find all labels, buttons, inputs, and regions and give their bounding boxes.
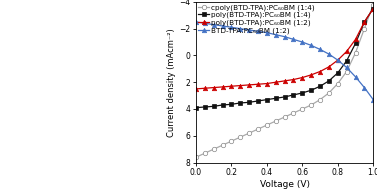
poly(BTD-TPA):PC₆₀BM (1:2): [274, 81, 278, 83]
poly(BTD-TPA):PC₆₀BM (1:2): [265, 82, 269, 85]
BTD-TPA:PC₆₀BM (1:2): [300, 41, 305, 43]
poly(BTD-TPA):PC₆₀BM (1:4): [353, 42, 358, 45]
cpoly(BTD-TPA):PC₆₀BM (1:4): [309, 104, 314, 106]
poly(BTD-TPA):PC₆₀BM (1:2): [336, 59, 340, 61]
poly(BTD-TPA):PC₆₀BM (1:4): [203, 106, 207, 108]
cpoly(BTD-TPA):PC₆₀BM (1:4): [256, 128, 260, 130]
poly(BTD-TPA):PC₆₀BM (1:2): [238, 84, 243, 87]
poly(BTD-TPA):PC₆₀BM (1:2): [194, 88, 198, 90]
poly(BTD-TPA):PC₆₀BM (1:4): [300, 92, 305, 94]
poly(BTD-TPA):PC₆₀BM (1:4): [326, 80, 331, 82]
BTD-TPA:PC₆₀BM (1:2): [309, 44, 314, 46]
BTD-TPA:PC₆₀BM (1:2): [238, 28, 243, 30]
X-axis label: Voltage (V): Voltage (V): [260, 180, 310, 189]
BTD-TPA:PC₆₀BM (1:2): [194, 21, 198, 23]
BTD-TPA:PC₆₀BM (1:2): [291, 38, 296, 40]
poly(BTD-TPA):PC₆₀BM (1:4): [318, 85, 322, 87]
BTD-TPA:PC₆₀BM (1:2): [220, 25, 225, 27]
Y-axis label: Current density (mAcm⁻²): Current density (mAcm⁻²): [167, 28, 176, 137]
poly(BTD-TPA):PC₆₀BM (1:4): [238, 102, 243, 104]
cpoly(BTD-TPA):PC₆₀BM (1:4): [203, 152, 207, 154]
BTD-TPA:PC₆₀BM (1:2): [203, 22, 207, 24]
poly(BTD-TPA):PC₆₀BM (1:2): [318, 70, 322, 73]
poly(BTD-TPA):PC₆₀BM (1:4): [282, 96, 287, 98]
BTD-TPA:PC₆₀BM (1:2): [211, 23, 216, 26]
poly(BTD-TPA):PC₆₀BM (1:4): [256, 100, 260, 102]
BTD-TPA:PC₆₀BM (1:2): [247, 29, 251, 31]
cpoly(BTD-TPA):PC₆₀BM (1:4): [300, 108, 305, 110]
poly(BTD-TPA):PC₆₀BM (1:2): [282, 80, 287, 82]
Legend: cpoly(BTD-TPA):PC₆₀BM (1:4), poly(BTD-TPA):PC₆₀BM (1:4), poly(BTD-TPA):PC₆₀BM (1: cpoly(BTD-TPA):PC₆₀BM (1:4), poly(BTD-TP…: [198, 3, 316, 34]
poly(BTD-TPA):PC₆₀BM (1:4): [265, 98, 269, 101]
poly(BTD-TPA):PC₆₀BM (1:2): [211, 86, 216, 89]
BTD-TPA:PC₆₀BM (1:2): [274, 34, 278, 36]
Line: poly(BTD-TPA):PC₆₀BM (1:4): poly(BTD-TPA):PC₆₀BM (1:4): [194, 6, 375, 110]
poly(BTD-TPA):PC₆₀BM (1:2): [203, 87, 207, 89]
BTD-TPA:PC₆₀BM (1:2): [362, 86, 366, 89]
poly(BTD-TPA):PC₆₀BM (1:4): [309, 89, 314, 91]
BTD-TPA:PC₆₀BM (1:2): [318, 48, 322, 50]
cpoly(BTD-TPA):PC₆₀BM (1:4): [362, 28, 366, 30]
cpoly(BTD-TPA):PC₆₀BM (1:4): [238, 136, 243, 138]
poly(BTD-TPA):PC₆₀BM (1:4): [229, 103, 234, 105]
poly(BTD-TPA):PC₆₀BM (1:2): [371, 7, 375, 10]
poly(BTD-TPA):PC₆₀BM (1:4): [362, 21, 366, 23]
poly(BTD-TPA):PC₆₀BM (1:4): [211, 105, 216, 108]
cpoly(BTD-TPA):PC₆₀BM (1:4): [291, 112, 296, 114]
poly(BTD-TPA):PC₆₀BM (1:2): [362, 21, 366, 23]
BTD-TPA:PC₆₀BM (1:2): [265, 32, 269, 34]
Line: BTD-TPA:PC₆₀BM (1:2): BTD-TPA:PC₆₀BM (1:2): [194, 20, 375, 102]
BTD-TPA:PC₆₀BM (1:2): [282, 36, 287, 38]
BTD-TPA:PC₆₀BM (1:2): [229, 26, 234, 29]
BTD-TPA:PC₆₀BM (1:2): [353, 76, 358, 78]
poly(BTD-TPA):PC₆₀BM (1:2): [326, 66, 331, 68]
BTD-TPA:PC₆₀BM (1:2): [345, 66, 349, 69]
poly(BTD-TPA):PC₆₀BM (1:4): [194, 107, 198, 109]
cpoly(BTD-TPA):PC₆₀BM (1:4): [345, 70, 349, 73]
poly(BTD-TPA):PC₆₀BM (1:2): [247, 84, 251, 86]
BTD-TPA:PC₆₀BM (1:2): [371, 98, 375, 101]
cpoly(BTD-TPA):PC₆₀BM (1:4): [274, 120, 278, 122]
poly(BTD-TPA):PC₆₀BM (1:2): [229, 85, 234, 87]
poly(BTD-TPA):PC₆₀BM (1:4): [291, 94, 296, 96]
poly(BTD-TPA):PC₆₀BM (1:4): [371, 7, 375, 10]
poly(BTD-TPA):PC₆₀BM (1:2): [220, 86, 225, 88]
cpoly(BTD-TPA):PC₆₀BM (1:4): [265, 124, 269, 126]
poly(BTD-TPA):PC₆₀BM (1:2): [345, 50, 349, 53]
poly(BTD-TPA):PC₆₀BM (1:2): [353, 38, 358, 40]
poly(BTD-TPA):PC₆₀BM (1:2): [291, 78, 296, 81]
Line: cpoly(BTD-TPA):PC₆₀BM (1:4): cpoly(BTD-TPA):PC₆₀BM (1:4): [194, 2, 375, 159]
cpoly(BTD-TPA):PC₆₀BM (1:4): [282, 116, 287, 118]
poly(BTD-TPA):PC₆₀BM (1:4): [220, 104, 225, 106]
poly(BTD-TPA):PC₆₀BM (1:4): [247, 101, 251, 103]
BTD-TPA:PC₆₀BM (1:2): [326, 53, 331, 55]
BTD-TPA:PC₆₀BM (1:2): [336, 59, 340, 61]
poly(BTD-TPA):PC₆₀BM (1:2): [309, 74, 314, 76]
poly(BTD-TPA):PC₆₀BM (1:4): [274, 97, 278, 99]
poly(BTD-TPA):PC₆₀BM (1:2): [256, 83, 260, 85]
cpoly(BTD-TPA):PC₆₀BM (1:4): [194, 156, 198, 158]
poly(BTD-TPA):PC₆₀BM (1:2): [300, 76, 305, 79]
cpoly(BTD-TPA):PC₆₀BM (1:4): [336, 82, 340, 85]
cpoly(BTD-TPA):PC₆₀BM (1:4): [353, 52, 358, 54]
cpoly(BTD-TPA):PC₆₀BM (1:4): [326, 92, 331, 94]
cpoly(BTD-TPA):PC₆₀BM (1:4): [247, 132, 251, 134]
BTD-TPA:PC₆₀BM (1:2): [256, 30, 260, 33]
cpoly(BTD-TPA):PC₆₀BM (1:4): [318, 98, 322, 101]
poly(BTD-TPA):PC₆₀BM (1:4): [345, 60, 349, 62]
cpoly(BTD-TPA):PC₆₀BM (1:4): [220, 144, 225, 146]
cpoly(BTD-TPA):PC₆₀BM (1:4): [371, 3, 375, 6]
cpoly(BTD-TPA):PC₆₀BM (1:4): [211, 148, 216, 150]
cpoly(BTD-TPA):PC₆₀BM (1:4): [229, 140, 234, 142]
poly(BTD-TPA):PC₆₀BM (1:4): [336, 72, 340, 74]
Line: poly(BTD-TPA):PC₆₀BM (1:2): poly(BTD-TPA):PC₆₀BM (1:2): [194, 6, 375, 91]
